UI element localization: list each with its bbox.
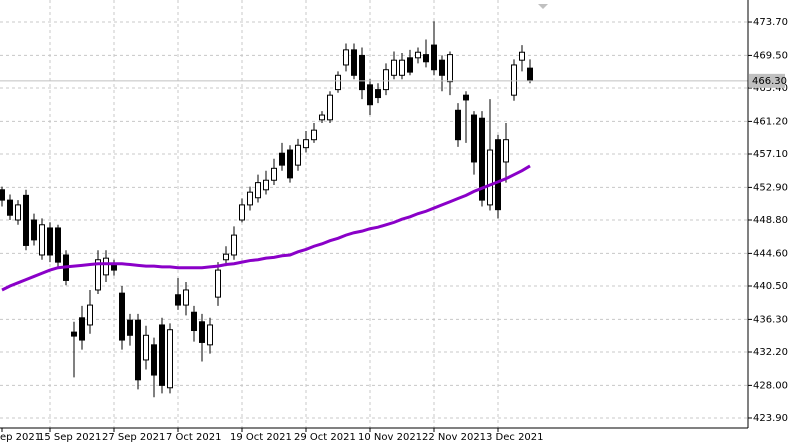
- candle-body: [87, 304, 93, 326]
- candle-body: [135, 319, 141, 381]
- candle-body: [47, 227, 53, 256]
- x-tick-label: 3 Dec 2021: [486, 432, 544, 443]
- y-tick-label: 436.30: [753, 314, 788, 325]
- x-tick-label: 22 Nov 2021: [422, 432, 486, 443]
- candle-body: [103, 257, 109, 276]
- candle-body: [151, 344, 157, 376]
- x-tick-label: 19 Oct 2021: [230, 432, 292, 443]
- candle-body: [143, 334, 149, 361]
- candle-body: [391, 59, 397, 76]
- candle-body: [367, 84, 373, 106]
- candle-body: [207, 324, 213, 346]
- candle-body: [439, 59, 445, 76]
- candle-body: [255, 182, 261, 199]
- moving-average: [1, 164, 531, 292]
- candle-body: [119, 292, 125, 341]
- y-tick-label: 461.20: [753, 116, 788, 127]
- y-tick-label: 440.50: [753, 281, 788, 292]
- candle-body: [287, 149, 293, 179]
- candle-body: [223, 253, 229, 261]
- last-price-box: [749, 73, 785, 88]
- candle-body: [199, 321, 205, 343]
- candle-body: [399, 59, 405, 76]
- candle-body: [319, 114, 325, 121]
- y-tick-label: 469.50: [753, 50, 788, 61]
- candle-body: [415, 51, 421, 59]
- y-tick-label: 444.60: [753, 248, 788, 259]
- candle-body: [343, 49, 349, 66]
- candle-body: [175, 294, 181, 306]
- candle-body: [247, 191, 253, 206]
- candle-body: [471, 114, 477, 163]
- y-tick-label: 452.90: [753, 182, 788, 193]
- candle-body: [79, 317, 85, 341]
- last-price-label: 466.30: [752, 76, 787, 87]
- y-tick-label: 423.90: [753, 413, 788, 424]
- candle-body: [447, 54, 453, 83]
- candle-body: [7, 199, 13, 216]
- y-tick-label: 457.10: [753, 149, 788, 160]
- candle-body: [423, 54, 429, 63]
- candle-body: [271, 167, 277, 181]
- candle-body: [359, 54, 365, 91]
- candle-body: [127, 319, 133, 336]
- candle-body: [463, 94, 469, 101]
- candle-body: [303, 139, 309, 149]
- candle-body: [295, 144, 301, 166]
- candle-body: [215, 269, 221, 298]
- x-tick-label: 29 Oct 2021: [294, 432, 356, 443]
- candle-body: [375, 89, 381, 99]
- candle-body: [231, 234, 237, 256]
- candle-body: [311, 129, 317, 141]
- candle-body: [71, 331, 77, 337]
- candle-body: [23, 194, 29, 246]
- y-tick-label: 448.80: [753, 215, 788, 226]
- candle-body: [327, 94, 333, 121]
- candle-body: [39, 224, 45, 256]
- candle-body: [407, 57, 413, 73]
- candle-body: [351, 49, 357, 76]
- candle-body: [383, 69, 389, 91]
- candle-body: [455, 109, 461, 141]
- candle-body: [495, 139, 501, 211]
- candle-body: [263, 179, 269, 191]
- y-tick-label: 428.00: [753, 380, 788, 391]
- x-tick-label: 27 Sep 2021: [102, 432, 165, 443]
- candle-body: [479, 117, 485, 201]
- x-tick-label: 15 Sep 2021: [38, 432, 101, 443]
- candle-body: [191, 311, 197, 332]
- y-tick-label: 465.40: [753, 83, 788, 94]
- candle-body: [0, 189, 5, 201]
- candle-body: [527, 67, 533, 81]
- x-tick-label: 10 Nov 2021: [358, 432, 422, 443]
- x-tick-label: ep 2021: [0, 432, 41, 443]
- candle-body: [55, 227, 61, 263]
- candle-body: [487, 149, 493, 206]
- candle-body: [183, 289, 189, 306]
- y-tick-label: 473.70: [753, 17, 788, 28]
- candle-body: [511, 64, 517, 96]
- scroll-marker: [538, 4, 548, 9]
- candle-body: [431, 44, 437, 71]
- candle-body: [279, 152, 285, 166]
- candle-body: [31, 219, 37, 241]
- candle-body: [159, 324, 165, 386]
- candle-body: [111, 264, 117, 271]
- candle-body: [95, 259, 101, 291]
- candle-body: [335, 74, 341, 91]
- y-tick-label: 432.20: [753, 347, 788, 358]
- candle-body: [239, 204, 245, 221]
- candle-body: [503, 139, 509, 163]
- candle-body: [167, 329, 173, 389]
- candle-body: [15, 204, 21, 221]
- candle-body: [519, 51, 525, 61]
- x-tick-label: 7 Oct 2021: [166, 432, 221, 443]
